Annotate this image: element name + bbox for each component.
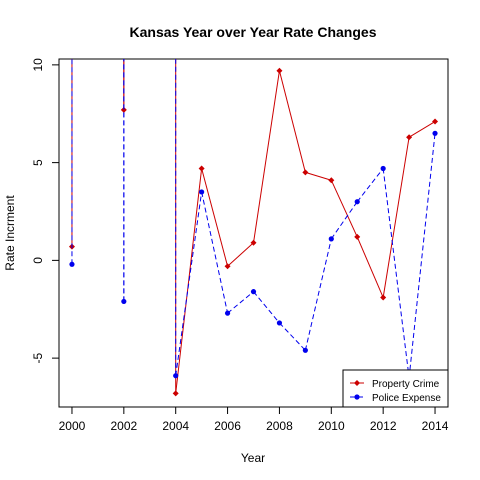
y-tick-label: 5 — [31, 159, 45, 166]
series-layer — [68, 59, 439, 397]
series-segment — [175, 168, 203, 394]
x-tick-label: 2010 — [318, 419, 345, 433]
series-segment — [382, 137, 410, 298]
data-point — [121, 298, 127, 305]
data-point — [302, 169, 309, 176]
legend-label-property-crime: Property Crime — [372, 379, 440, 390]
data-point — [432, 130, 438, 136]
x-tick-label: 2008 — [266, 419, 293, 433]
data-point — [276, 67, 283, 74]
x-tick-label: 2012 — [370, 419, 397, 433]
data-point — [432, 118, 439, 125]
data-point — [173, 373, 179, 379]
data-point — [224, 263, 231, 270]
y-tick-label: 10 — [31, 58, 45, 72]
x-tick-label: 2014 — [422, 419, 449, 433]
series-segment — [356, 168, 384, 203]
series-segment — [408, 121, 436, 138]
plot-frame — [58, 58, 449, 408]
series-police-expense — [69, 59, 438, 381]
data-point — [224, 310, 231, 316]
y-axis: -5 0 5 10 — [31, 58, 60, 363]
series-segment — [330, 201, 358, 240]
series-segment — [253, 291, 280, 324]
series-segment — [253, 70, 280, 243]
series-segment — [278, 70, 306, 173]
series-segment — [227, 242, 254, 267]
series-segment — [201, 191, 229, 314]
data-point — [328, 177, 335, 184]
data-point — [199, 189, 205, 195]
data-point — [69, 261, 75, 267]
x-axis: 2000 2002 2004 2006 2008 2010 2012 2014 — [59, 406, 449, 433]
x-tick-label: 2000 — [59, 419, 86, 433]
data-point — [328, 236, 334, 242]
y-tick-label: 0 — [31, 257, 45, 264]
data-point — [302, 347, 308, 353]
data-point — [354, 199, 360, 205]
legend-marker — [354, 380, 360, 386]
data-point — [406, 134, 413, 141]
x-axis-label: Year — [241, 451, 265, 465]
series-segment — [356, 236, 384, 298]
legend-marker — [354, 394, 360, 400]
data-point — [380, 294, 387, 301]
data-point — [250, 289, 257, 295]
series-segment — [330, 180, 358, 238]
legend: Property Crime Police Expense — [342, 369, 449, 408]
series-segment — [175, 191, 203, 376]
series-segment — [408, 133, 436, 378]
data-point — [380, 165, 386, 172]
y-axis-label: Rate Incrment — [3, 195, 17, 271]
data-point — [250, 239, 257, 246]
series-segment — [201, 168, 229, 267]
series-segment — [304, 238, 332, 351]
x-tick-label: 2006 — [214, 419, 241, 433]
x-tick-label: 2004 — [162, 419, 189, 433]
x-tick-label: 2002 — [110, 419, 137, 433]
data-point — [354, 233, 361, 240]
data-point — [120, 106, 127, 113]
chart-title: Kansas Year over Year Rate Changes — [130, 24, 377, 40]
legend-box — [342, 369, 449, 408]
series-segment — [227, 291, 254, 314]
series-segment — [305, 171, 332, 181]
data-point — [198, 165, 205, 172]
data-point — [172, 390, 179, 397]
y-tick-label: -5 — [31, 352, 45, 363]
data-point — [276, 320, 283, 326]
series-segment — [382, 168, 410, 378]
legend-label-police-expense: Police Expense — [372, 393, 441, 404]
series-segment — [279, 322, 306, 351]
